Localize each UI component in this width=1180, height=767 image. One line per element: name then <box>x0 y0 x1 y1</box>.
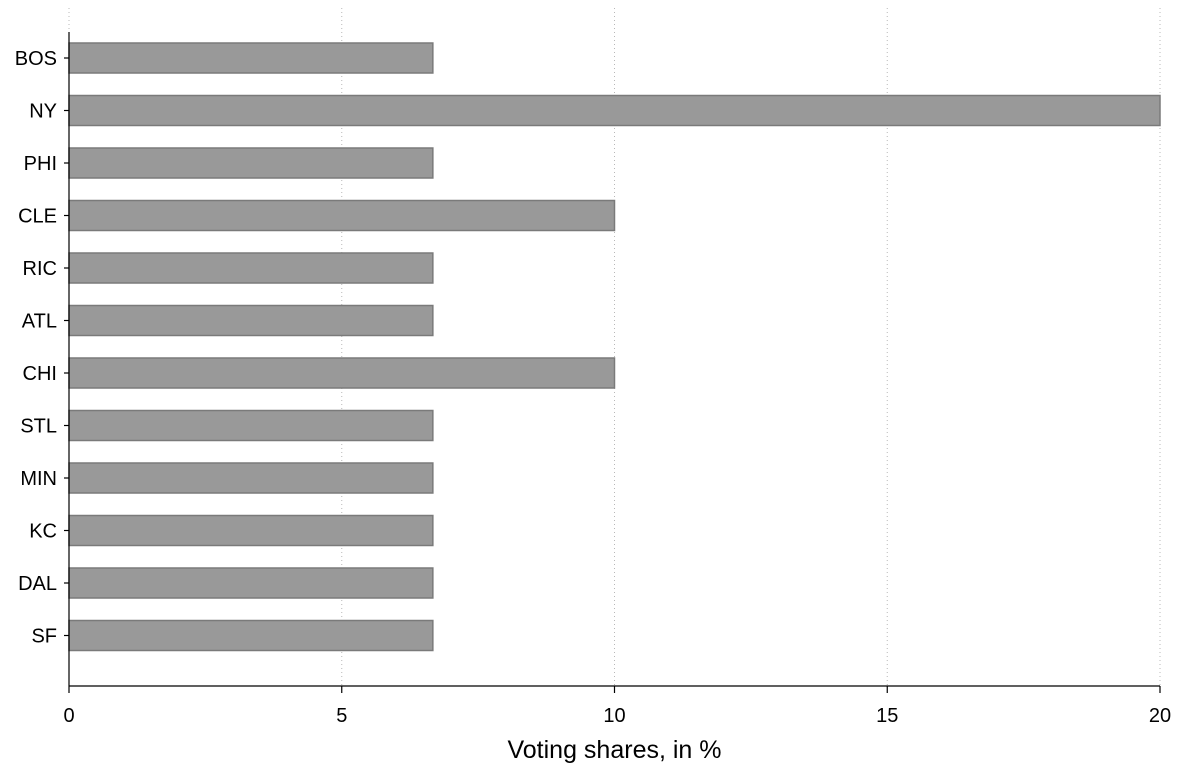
bar-ny <box>68 94 1161 127</box>
bar-dal <box>68 567 434 599</box>
bars <box>68 42 1161 652</box>
bar-stl <box>68 409 434 442</box>
category-label-cle: CLE <box>18 206 57 228</box>
bar-sf <box>68 619 434 652</box>
x-tick-label-5: 5 <box>336 705 347 727</box>
category-label-atl: ATL <box>22 311 57 333</box>
bar-atl <box>68 304 434 337</box>
category-label-stl: STL <box>20 416 57 438</box>
bar-bos <box>68 42 434 74</box>
category-label-dal: DAL <box>18 573 57 595</box>
bar-phi <box>68 147 434 179</box>
bar-ric <box>68 252 434 284</box>
category-label-kc: KC <box>29 521 57 543</box>
x-tick-label-20: 20 <box>1149 705 1171 727</box>
category-label-ric: RIC <box>23 258 57 280</box>
x-axis-title: Voting shares, in % <box>507 736 721 764</box>
category-labels: BOS NY PHI CLE RIC ATL CHI STL MIN KC DAL SF <box>15 48 57 648</box>
category-label-min: MIN <box>20 468 57 490</box>
bar-chi <box>68 357 616 389</box>
x-axis-ticks: 0 5 10 15 20 <box>63 57 1171 727</box>
category-label-phi: PHI <box>24 153 57 175</box>
bar-cle <box>68 199 616 232</box>
category-label-bos: BOS <box>15 48 57 70</box>
category-label-sf: SF <box>31 626 57 648</box>
bar-min <box>68 462 434 494</box>
category-label-ny: NY <box>29 101 57 123</box>
bar-kc <box>68 514 434 547</box>
x-tick-label-10: 10 <box>603 705 625 727</box>
x-tick-label-0: 0 <box>63 705 74 727</box>
x-tick-label-15: 15 <box>876 705 898 727</box>
category-label-chi: CHI <box>23 363 57 385</box>
